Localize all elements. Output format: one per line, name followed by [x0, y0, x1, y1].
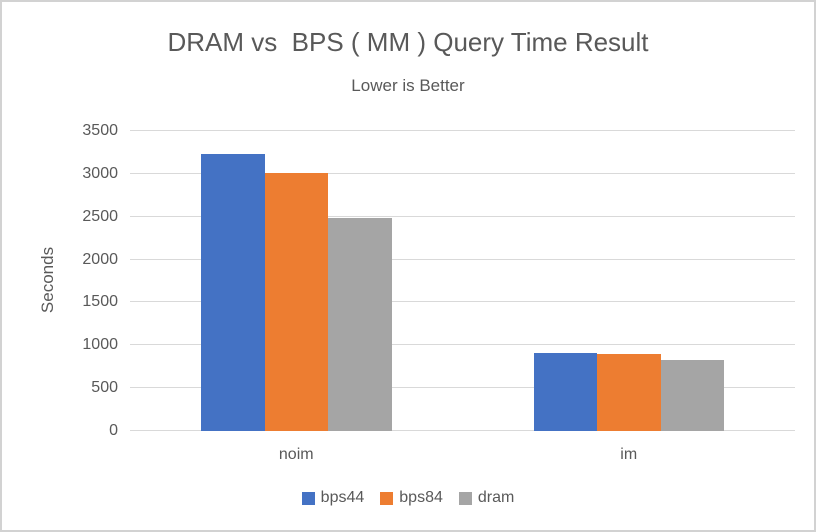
gridline-2000 [130, 258, 795, 260]
plot-area [130, 130, 795, 431]
legend-label-bps84: bps84 [399, 489, 443, 506]
legend-item-dram: dram [458, 489, 515, 507]
y-tick-label-3500: 3500 [82, 122, 118, 139]
chart-subtitle: Lower is Better [351, 76, 465, 95]
gridline-1000 [130, 344, 795, 346]
bar-bps44-noim [201, 154, 265, 431]
y-tick-label-0: 0 [109, 422, 118, 439]
gridline-0 [130, 430, 795, 431]
y-tick-label-1000: 1000 [82, 336, 118, 354]
gridline-500 [130, 387, 795, 389]
bar-bps84-noim [264, 173, 328, 431]
gridline-1500 [130, 301, 795, 303]
gridline-3000 [130, 172, 795, 174]
x-category-label-im: im [620, 446, 638, 463]
chart-title: DRAM vs BPS ( MM ) Query Time Result [167, 27, 649, 57]
gridline-2500 [130, 215, 795, 217]
bar-dram-noim [328, 218, 392, 431]
y-tick-label-3000: 3000 [82, 164, 118, 182]
legend-item-bps84: bps84 [380, 489, 443, 507]
legend-swatch-dram [458, 491, 472, 505]
legend-label-bps44: bps44 [320, 489, 365, 506]
y-tick-label-500: 500 [91, 379, 118, 397]
gridline-3500 [130, 130, 795, 131]
bar-bps44-im [533, 352, 597, 431]
legend-label-dram: dram [477, 489, 515, 506]
y-tick-label-2500: 2500 [82, 207, 118, 225]
y-tick-label-2000: 2000 [82, 250, 118, 268]
bar-bps84-im [597, 353, 661, 431]
legend-item-bps44: bps44 [301, 489, 365, 507]
legend-swatch-bps44 [301, 491, 315, 505]
y-tick-label-1500: 1500 [82, 293, 118, 311]
bar-dram-im [660, 359, 724, 431]
legend-swatch-bps84 [380, 491, 394, 505]
legend: bps44 bps84 dram [2, 489, 814, 507]
x-category-label-noim: noim [278, 446, 314, 463]
